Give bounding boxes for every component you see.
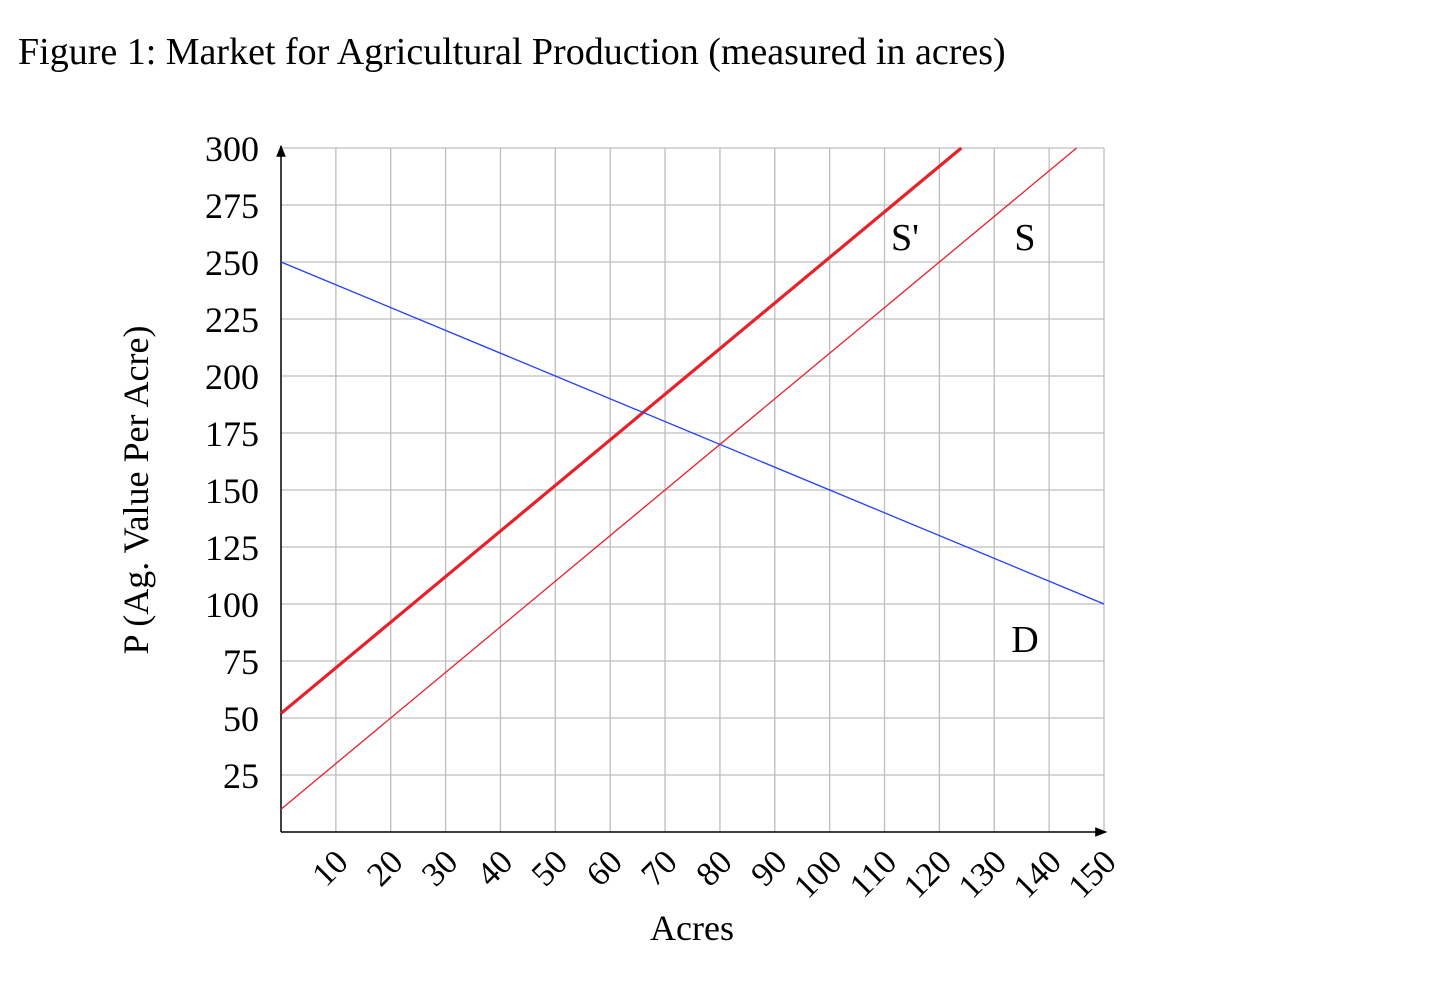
x-tick-label: 140 [1007,843,1069,905]
x-tick-label: 60 [580,843,630,893]
chart-title: Figure 1: Market for Agricultural Produc… [18,31,1006,73]
x-tick-label: 50 [525,843,575,893]
y-axis-label: P (Ag. Value Per Acre) [116,326,156,655]
y-tick-label: 25 [223,756,259,796]
x-tick-label: 10 [305,843,355,893]
x-tick-label: 150 [1061,843,1123,905]
x-tick-label: 20 [360,843,410,893]
x-tick-label: 70 [635,843,685,893]
y-tick-label: 75 [223,642,259,682]
line-label: D [1011,619,1038,661]
y-tick-label: 250 [205,243,259,283]
y-tick-label: 200 [205,357,259,397]
y-tick-label: 275 [205,186,259,226]
y-tick-label: 225 [205,300,259,340]
x-tick-label: 80 [689,843,739,893]
y-tick-label: 50 [223,699,259,739]
line-label: S' [891,217,919,259]
line [279,146,963,715]
line [280,147,1077,810]
x-axis-label: Acres [650,908,734,948]
y-tick-label: 125 [205,528,259,568]
y-tick-label: 300 [205,129,259,169]
x-tick-label: 130 [952,843,1014,905]
x-tick-label: 100 [787,843,849,905]
line [280,261,1105,605]
x-tick-label: 40 [470,843,520,893]
x-tick-label: 30 [415,843,465,893]
y-tick-label: 175 [205,414,259,454]
x-tick-label: 110 [843,843,904,904]
y-tick-label: 100 [205,585,259,625]
x-tick-label: 90 [744,843,794,893]
line-label: S [1014,217,1035,259]
x-tick-label: 120 [897,843,959,905]
y-tick-label: 150 [205,471,259,511]
